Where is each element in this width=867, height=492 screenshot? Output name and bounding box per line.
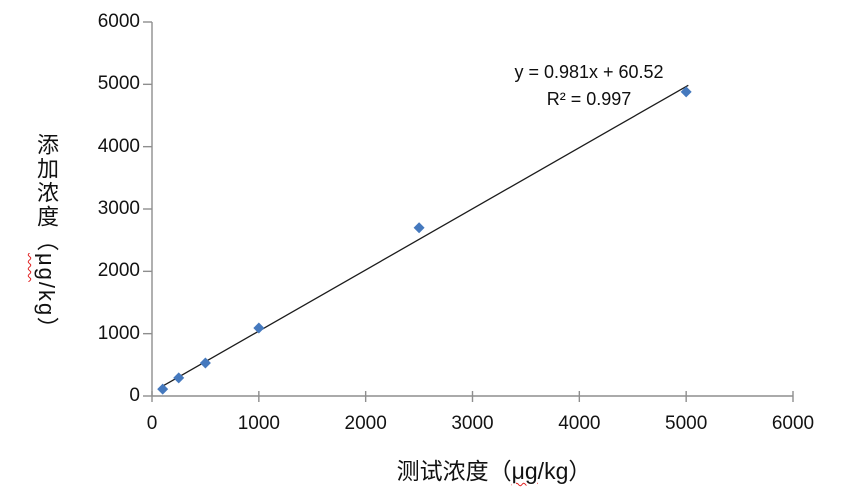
x-tick-label: 5000 xyxy=(665,413,708,434)
x-axis-title-text: 测试浓度（ xyxy=(396,458,512,484)
x-tick-label: 4000 xyxy=(558,413,601,434)
x-axis-title[interactable]: 测试浓度（μg/kg） xyxy=(397,452,592,486)
x-tick-label: 6000 xyxy=(771,413,815,434)
y-axis-title-text: 添加浓度（ xyxy=(34,133,59,253)
x-tick-label: 1000 xyxy=(237,413,280,434)
y-tick-label: 2000 xyxy=(97,260,140,282)
x-tick-label: 0 xyxy=(146,413,158,434)
y-axis-title-suffix: /kg） xyxy=(34,281,59,342)
y-tick-label: 4000 xyxy=(97,135,140,157)
y-axis-title[interactable]: 添加浓度（μg/kg） xyxy=(30,133,62,341)
y-axis-title-unit-flagged: μg xyxy=(34,253,59,282)
x-axis-title-suffix: /kg） xyxy=(537,458,592,484)
trendline-equation: y = 0.981x + 60.52 xyxy=(514,62,664,82)
data-point-marker[interactable] xyxy=(173,372,185,384)
y-tick-label: 0 xyxy=(129,385,140,406)
y-tick-label: 1000 xyxy=(97,322,140,344)
y-tick-label: 5000 xyxy=(97,73,140,95)
trendline-label[interactable]: y = 0.981x + 60.52 R² = 0.997 xyxy=(514,59,663,113)
data-point-marker[interactable] xyxy=(413,222,425,234)
y-tick-label: 3000 xyxy=(97,198,140,219)
trendline[interactable] xyxy=(162,84,689,387)
data-point-marker[interactable] xyxy=(199,357,211,369)
x-tick-label: 3000 xyxy=(451,413,494,434)
trendline-r-squared: R² = 0.997 xyxy=(546,89,632,109)
data-point-marker[interactable] xyxy=(253,322,265,334)
data-point-marker[interactable] xyxy=(680,86,692,98)
data-point-marker[interactable] xyxy=(157,383,169,395)
y-tick-label: 6000 xyxy=(97,11,140,32)
x-axis-title-unit-flagged: μg xyxy=(511,458,538,484)
x-tick-label: 2000 xyxy=(344,413,387,434)
